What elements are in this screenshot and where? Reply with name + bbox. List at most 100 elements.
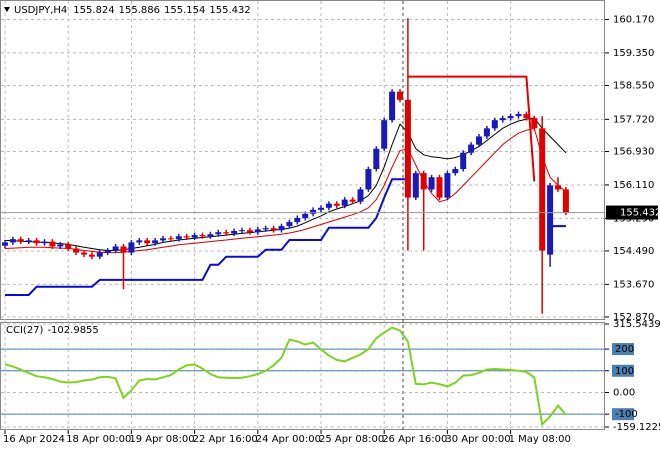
cci-value: -102.9855 (47, 325, 98, 336)
candle-body (349, 199, 356, 202)
y-tick-label: -100 (615, 409, 638, 420)
candle-body (33, 240, 40, 244)
indicator-line (407, 75, 536, 182)
y-tick-label: 315.5439 (613, 319, 660, 330)
candle-body (57, 244, 64, 247)
candle-body (96, 252, 103, 257)
x-tick-label: 25 Apr 08:00 (319, 434, 384, 445)
candle-body (128, 242, 135, 253)
close-value: 155.432 (209, 5, 250, 16)
candle-body (199, 235, 206, 237)
level-label-box (612, 408, 634, 421)
y-tick-label: 153.670 (613, 279, 654, 290)
high-value: 155.886 (119, 5, 160, 16)
y-tick-label: 100 (615, 366, 634, 377)
y-tick-label: -159.1225 (613, 422, 660, 433)
x-tick-label: 1 May 08:00 (509, 434, 571, 445)
candle-body (357, 189, 364, 202)
candle-body (499, 118, 506, 121)
candle-body (468, 144, 475, 153)
candle-body (136, 240, 143, 243)
candle-body (539, 128, 546, 251)
last-price-box (606, 205, 658, 220)
candle-body (152, 240, 159, 244)
candle-body (2, 242, 8, 246)
y-tick-label: 160.170 (613, 15, 654, 26)
x-tick-label: 19 Apr 08:00 (129, 434, 194, 445)
cci-title: CCI(27) (6, 325, 44, 336)
candle-body (491, 120, 498, 129)
candle-body (239, 230, 245, 232)
candle-body (404, 99, 411, 198)
main-panel (0, 0, 605, 320)
cci-panel (0, 322, 605, 430)
candle-body (562, 189, 569, 213)
candle-body (254, 229, 261, 233)
level-label-box (612, 364, 634, 377)
open-value: 155.824 (73, 5, 114, 16)
candle-body (25, 240, 32, 242)
x-tick-label: 16 Apr 2024 (3, 434, 65, 445)
candle-body (167, 238, 174, 240)
header: USDJPY,H4 155.824 155.886 155.154 155.432 (14, 5, 251, 16)
candle-body (341, 199, 348, 206)
candle-body (507, 116, 514, 119)
candle-body (318, 207, 324, 210)
candle-body (373, 148, 380, 170)
candle-body (483, 128, 490, 137)
candle-body (428, 177, 435, 190)
candle-body (175, 236, 182, 240)
y-tick-label: 158.550 (613, 81, 654, 92)
symbol: USDJPY,H4 (14, 5, 67, 16)
candle-body (302, 213, 309, 218)
candle-body (9, 239, 16, 243)
candle-body (310, 209, 317, 214)
candle-body (215, 232, 222, 235)
candle-body (515, 114, 522, 117)
candle-body (333, 203, 340, 206)
candle-body (460, 152, 467, 170)
candle-body (112, 246, 119, 251)
candle-body (223, 232, 230, 234)
candle-body (73, 248, 80, 253)
candle-body (246, 230, 253, 233)
candle-body (397, 91, 403, 100)
candle-body (81, 252, 87, 255)
candle-body (389, 91, 396, 121)
indicator-line (4, 127, 567, 254)
candle-body (17, 239, 24, 242)
candle-body (262, 228, 269, 230)
candle-body (41, 241, 48, 244)
candle-body (286, 222, 293, 227)
candle-body (325, 203, 332, 208)
candle-body (183, 236, 190, 238)
candle-body (88, 254, 95, 257)
candle-body (476, 136, 482, 145)
y-tick-label: 157.720 (613, 114, 654, 125)
candle-body (444, 173, 451, 198)
candle-body (452, 169, 459, 174)
candle-body (160, 238, 166, 241)
y-tick-label: 200 (615, 344, 634, 355)
candle-body (104, 250, 111, 253)
candle-body (144, 240, 151, 244)
candle-body (412, 173, 419, 198)
y-tick-label: 152.870 (613, 312, 654, 323)
candle-body (381, 120, 388, 149)
candle-body (531, 118, 538, 129)
candle-body (547, 185, 554, 255)
candle-body (49, 241, 56, 247)
candle-body (365, 169, 372, 190)
y-tick-label: 159.350 (613, 48, 654, 59)
candle-body (278, 226, 285, 231)
y-tick-label: 154.490 (613, 246, 654, 257)
candle-body (294, 217, 301, 223)
y-tick-label: 156.110 (613, 180, 654, 191)
y-tick-label: 0.00 (613, 387, 635, 398)
candle-body (120, 246, 127, 253)
x-tick-label: 22 Apr 16:00 (193, 434, 258, 445)
menu-arrow (4, 7, 10, 12)
x-tick-label: 30 Apr 00:00 (445, 434, 510, 445)
x-tick-label: 26 Apr 16:00 (382, 434, 447, 445)
